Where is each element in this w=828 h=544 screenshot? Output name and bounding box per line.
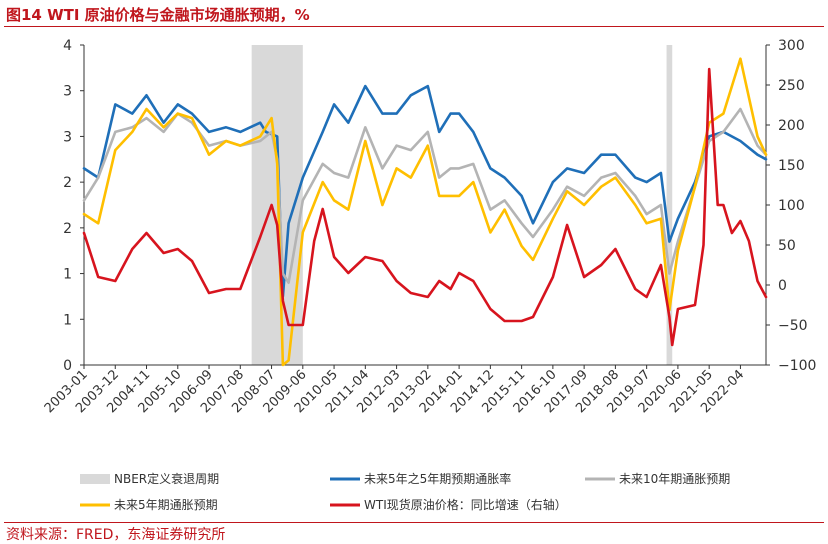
figure-title: 图14 WTI 原油价格与金融市场通胀预期，% bbox=[6, 6, 310, 24]
legend-swatch-nber bbox=[80, 474, 110, 484]
left-tick-label: 4 bbox=[63, 38, 72, 54]
right-tick-label: 50 bbox=[778, 238, 796, 254]
left-tick-label: 3 bbox=[63, 129, 72, 145]
series-line-s2 bbox=[82, 107, 768, 284]
title-divider bbox=[4, 26, 824, 27]
source-note: 资料来源：FRED，东海证券研究所 bbox=[6, 527, 226, 543]
series-lines bbox=[82, 57, 768, 367]
legend-label-nber: NBER定义衰退周期 bbox=[114, 471, 219, 486]
left-tick-label: 1 bbox=[63, 312, 72, 328]
chart-svg: 0 1 1 2 2 3 3 4 −100 −50 0 50 100 150 200 250 300 2003-… bbox=[42, 38, 817, 512]
recession-band-1 bbox=[666, 45, 673, 365]
series-line-s3 bbox=[82, 57, 768, 367]
right-tick-label: 150 bbox=[778, 158, 805, 174]
right-tick-label: 250 bbox=[778, 78, 805, 94]
legend-label-s4: WTI现货原油价格：同比增速（右轴） bbox=[364, 497, 567, 512]
right-tick-label: −100 bbox=[778, 358, 816, 374]
source-divider bbox=[4, 522, 824, 523]
left-tick-label: 2 bbox=[63, 175, 72, 191]
left-tick-label: 0 bbox=[63, 358, 72, 374]
legend-label-s3: 未来5年期通胀预期 bbox=[114, 498, 218, 512]
left-tick-label: 3 bbox=[63, 84, 72, 100]
left-tick-label: 2 bbox=[63, 221, 72, 237]
right-axis-ticks: −100 −50 0 50 100 150 200 250 300 bbox=[766, 38, 816, 374]
legend-label-s2: 未来10年期通胀预期 bbox=[619, 472, 730, 486]
series-line-s1 bbox=[82, 84, 768, 298]
right-tick-label: −50 bbox=[778, 318, 808, 334]
left-axis-ticks: 0 1 1 2 2 3 3 4 bbox=[63, 38, 84, 374]
legend-label-s1: 未来5年之5年期预期通胀率 bbox=[364, 471, 511, 486]
series-line-s4 bbox=[82, 67, 768, 347]
right-tick-label: 100 bbox=[778, 198, 805, 214]
right-tick-label: 200 bbox=[778, 118, 805, 134]
right-tick-label: 0 bbox=[778, 278, 787, 294]
legend: NBER定义衰退周期 未来5年之5年期预期通胀率 未来10年期通胀预期未来5年期通胀… bbox=[80, 471, 730, 512]
left-tick-label: 1 bbox=[63, 267, 72, 283]
x-axis-ticks: 2003-012003-122004-112005-102006-092007-… bbox=[42, 365, 747, 416]
right-tick-label: 300 bbox=[778, 38, 805, 54]
